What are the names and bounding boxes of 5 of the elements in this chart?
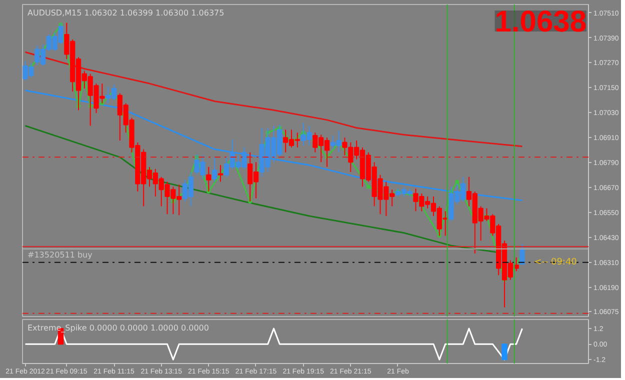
annotation: <-- 09:40 [534,257,578,268]
text: Extreme_Spike 0.0000 0.0000 1.0000 0.0000 [28,324,209,332]
annotation: 1.0638 [494,6,587,38]
ref-line-label: #13520511 buy [28,250,93,260]
text: AUDUSD,M15 1.06302 1.06399 1.06300 1.06375 [28,8,224,18]
